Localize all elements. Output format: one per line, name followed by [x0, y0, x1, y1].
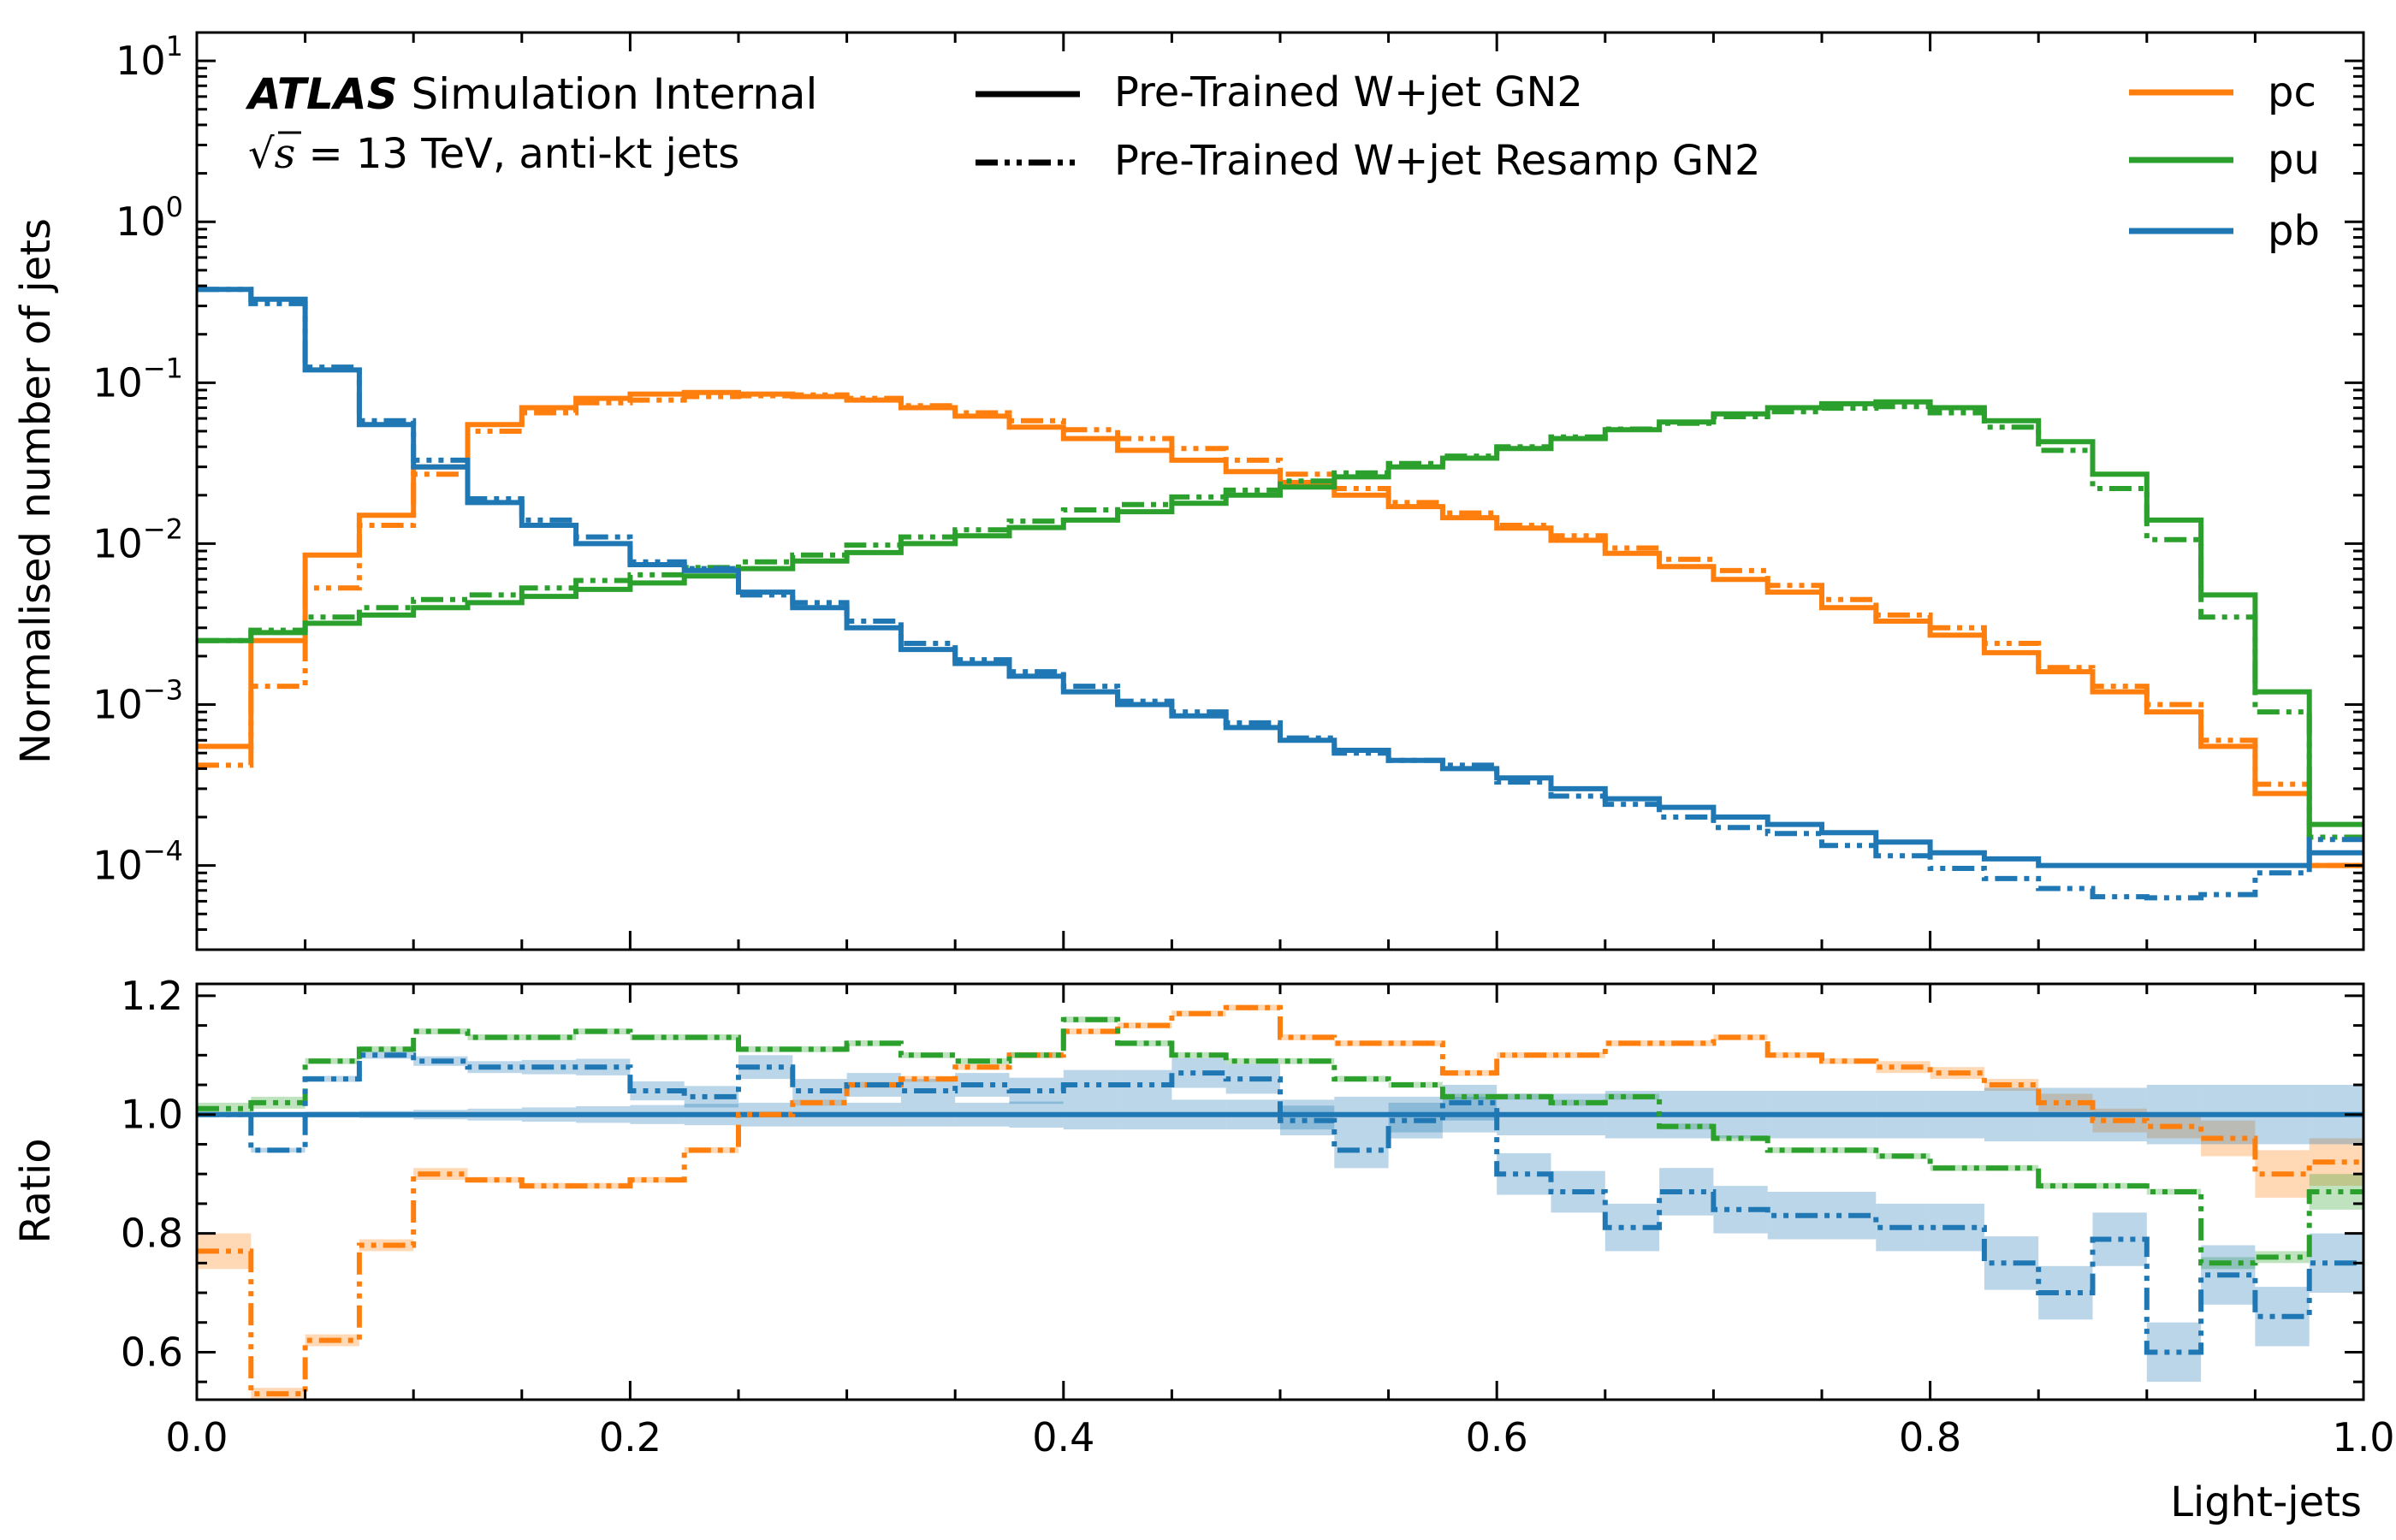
x-axis-label: Light-jets [2170, 1478, 2362, 1526]
top-y-tick-label: 10−4 [92, 835, 183, 889]
top-series-pu-dashdot [197, 404, 2363, 840]
x-tick-label: 0.4 [1032, 1414, 1094, 1460]
x-tick-label: 0.2 [599, 1414, 661, 1460]
ratio-band-pc [576, 1182, 631, 1189]
tick-exponent: −3 [143, 674, 183, 707]
ratio-y-tick-label: 1.0 [121, 1092, 183, 1138]
ratio-band-pu [2146, 1188, 2202, 1195]
ratio-band-pu [1604, 1093, 1660, 1100]
top-series-pb-solid [197, 287, 2363, 868]
x-tick-label: 0.6 [1466, 1414, 1528, 1460]
ratio-series-pb [197, 1052, 2363, 1355]
legend-pc-label: pc [2268, 68, 2316, 116]
ratio-band-pu [1225, 1057, 1280, 1064]
top-series-pb-dashdot [197, 287, 2363, 901]
x-tick-label: 0.0 [165, 1414, 228, 1460]
energy-text: = 13 TeV, anti-kt jets [295, 130, 739, 178]
x-tick-label: 0.8 [1899, 1414, 1961, 1460]
ratio-y-axis-label: Ratio [12, 1138, 60, 1243]
ratio-series-pc [197, 1004, 2363, 1397]
ratio-band-pu [684, 1034, 738, 1040]
tick-exponent: −1 [143, 352, 183, 384]
top-series-pc-dashdot [197, 392, 2363, 868]
ratio-band-pu [630, 1034, 685, 1040]
ratio-band-pc [1280, 1034, 1335, 1040]
tick-exponent: 1 [166, 30, 183, 62]
tick-base: 10 [92, 843, 143, 889]
svg-text:√s = 13 TeV, anti-kt jets: √s = 13 TeV, anti-kt jets [248, 130, 739, 178]
legend-solid-label: Pre-Trained W+jet GN2 [1114, 68, 1583, 116]
ratio-band-pu [1388, 1081, 1443, 1088]
atlas-label: ATLAS Simulation Internal √s = 13 TeV, a… [245, 69, 817, 178]
ratio-panel-frame [195, 982, 2365, 1401]
tick-base: 10 [116, 198, 166, 245]
ratio-series [197, 1004, 2363, 1397]
ratio-y-tick-label: 0.6 [121, 1329, 183, 1375]
ratio-band-pc [413, 1168, 468, 1181]
legend-pu-label: pu [2268, 136, 2320, 184]
x-tick-label: 1.0 [2332, 1414, 2394, 1460]
ratio-band-pu [197, 1102, 252, 1115]
ratio-band-pc [2038, 1093, 2093, 1112]
top-series-pu-solid [197, 399, 2363, 827]
legend-dashdot-label: Pre-Trained W+jet Resamp GN2 [1114, 137, 1761, 185]
style-legend: Pre-Trained W+jet GN2 Pre-Trained W+jet … [976, 68, 1761, 185]
ratio-band-pu [1930, 1164, 1984, 1171]
sqrt-symbol: √ [248, 130, 275, 178]
top-series [197, 287, 2363, 901]
ratio-ticks: 0.0 0.2 0.4 0.6 0.8 1.0 0.6 0.8 1.0 1.2 [121, 973, 2395, 1460]
svg-text:ATLAS Simulation Internal: ATLAS Simulation Internal [245, 69, 817, 119]
sqrt-s: s [275, 130, 296, 178]
ratio-band-pc [521, 1182, 577, 1189]
ratio-band-pc [1767, 1051, 1822, 1058]
tick-exponent: 0 [166, 191, 183, 223]
top-y-tick-label: 101 [116, 30, 183, 84]
ratio-band-pu [846, 1040, 901, 1046]
tick-exponent: −4 [143, 835, 183, 868]
ratio-series-pu [197, 1016, 2363, 1266]
ratio-panel: 0.0 0.2 0.4 0.6 0.8 1.0 0.6 0.8 1.0 1.2 Ratio Lig… [12, 973, 2395, 1526]
ratio-band-pu [359, 1045, 414, 1052]
ratio-bands [197, 1004, 2363, 1400]
legend-pb-label: pb [2268, 207, 2320, 255]
top-y-tick-label: 100 [116, 191, 183, 245]
tick-base: 10 [92, 520, 143, 566]
atlas-simulation-internal: Simulation Internal [398, 69, 818, 119]
atlas-bold: ATLAS [245, 69, 398, 119]
tick-exponent: −2 [143, 512, 183, 545]
ratio-band-pu [305, 1057, 359, 1064]
ratio-y-tick-label: 1.2 [121, 973, 183, 1019]
ratio-band-pu [1984, 1164, 2039, 1171]
ratio-band-pu [1497, 1093, 1551, 1100]
top-series-pc-solid [197, 389, 2363, 868]
ratio-band-pc [1822, 1057, 1877, 1064]
ratio-band-pu [1442, 1093, 1498, 1100]
ratio-y-tick-label: 0.8 [121, 1211, 183, 1257]
class-legend: pc pu pb [2129, 68, 2320, 255]
ratio-band-pc [1118, 1022, 1172, 1028]
tick-base: 10 [92, 359, 143, 406]
ratio-band-pc [684, 1146, 738, 1153]
tick-base: 10 [92, 682, 143, 728]
tick-base: 10 [116, 38, 166, 84]
ratio-band-pu [2255, 1251, 2310, 1264]
top-y-tick-label: 10−2 [92, 512, 183, 566]
ratio-band-pu [1280, 1057, 1335, 1064]
top-y-tick-label: 10−3 [92, 674, 183, 728]
ratio-band-pc [1497, 1051, 1551, 1058]
ratio-band-pu [792, 1045, 847, 1052]
top-y-axis-label: Normalised number of jets [12, 218, 60, 764]
top-y-tick-label: 10−1 [92, 352, 183, 406]
ratio-band-pu [738, 1045, 793, 1052]
